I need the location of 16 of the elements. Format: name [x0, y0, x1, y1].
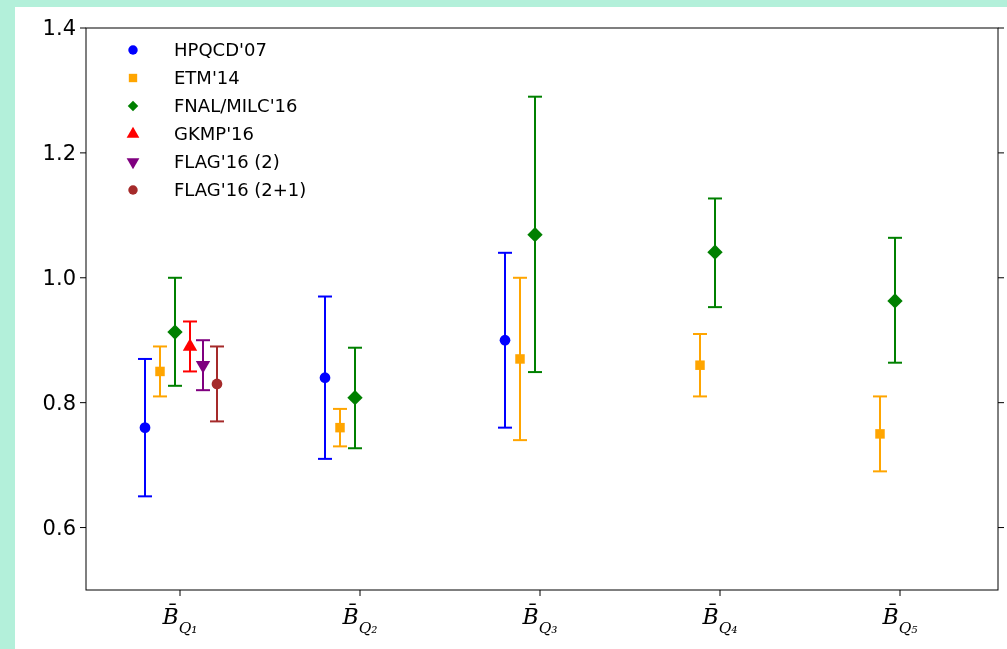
legend-label: GKMP'16	[174, 123, 254, 145]
y-tick-label: 1.2	[42, 141, 76, 166]
x-tick-label: B̄$_{Q₁}$	[161, 602, 198, 637]
legend-label: FLAG'16 (2+1)	[174, 179, 307, 201]
y-tick-label: 1.4	[42, 16, 76, 41]
y-tick-label: 1.0	[42, 266, 76, 291]
x-tick-label: B̄$_{Q₂}$	[341, 602, 378, 637]
legend-label: FNAL/MILC'16	[174, 95, 298, 117]
y-tick-label: 0.8	[42, 391, 76, 416]
legend-label: ETM'14	[174, 67, 240, 89]
legend-label: FLAG'16 (2)	[174, 151, 280, 173]
legend-label: HPQCD'07	[174, 39, 267, 61]
x-tick-label: B̄$_{Q₄}$	[701, 602, 738, 637]
x-tick-label: B̄$_{Q₃}$	[521, 602, 558, 637]
y-tick-label: 0.6	[42, 515, 76, 540]
x-tick-label: B̄$_{Q₅}$	[881, 602, 918, 637]
